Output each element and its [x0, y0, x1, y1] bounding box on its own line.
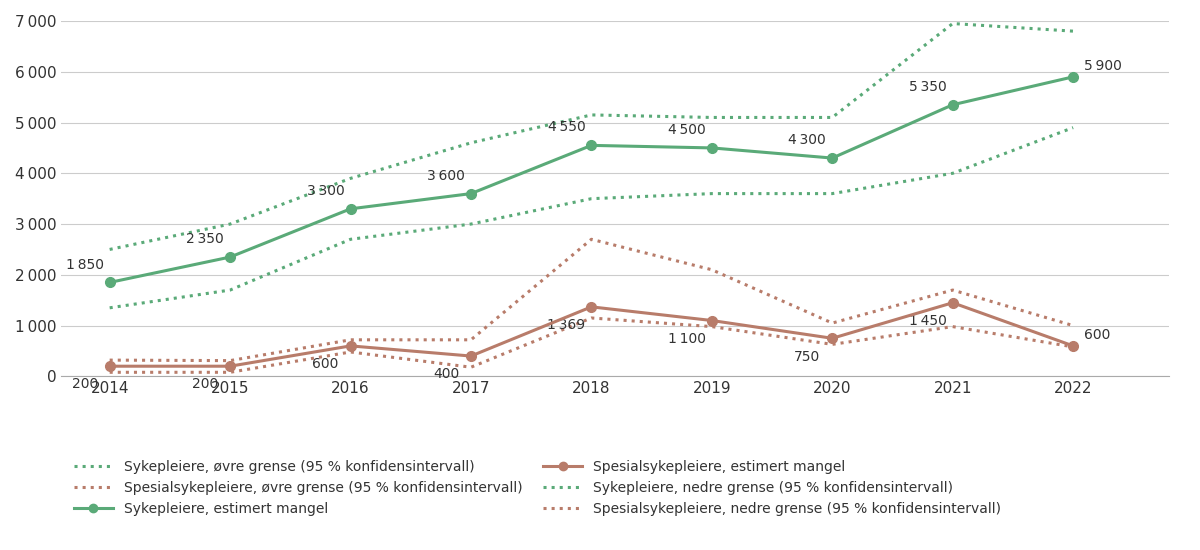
Text: 5 900: 5 900 — [1085, 59, 1122, 73]
Text: 3 300: 3 300 — [307, 184, 344, 198]
Text: 4 300: 4 300 — [788, 133, 826, 147]
Text: 1 100: 1 100 — [668, 332, 706, 346]
Text: 200: 200 — [192, 377, 218, 392]
Text: 1 450: 1 450 — [908, 314, 947, 328]
Text: 1 369: 1 369 — [547, 318, 586, 332]
Text: 600: 600 — [312, 357, 338, 371]
Text: 4 500: 4 500 — [668, 123, 706, 137]
Text: 1 850: 1 850 — [66, 257, 103, 272]
Text: 2 350: 2 350 — [186, 232, 224, 246]
Text: 750: 750 — [794, 349, 821, 364]
Text: 3 600: 3 600 — [427, 169, 464, 183]
Text: 5 350: 5 350 — [908, 80, 947, 94]
Text: 4 550: 4 550 — [547, 120, 586, 135]
Text: 400: 400 — [433, 367, 460, 381]
Legend: Sykepleiere, øvre grense (95 % konfidensintervall), Spesialsykepleiere, øvre gre: Sykepleiere, øvre grense (95 % konfidens… — [68, 454, 1007, 521]
Text: 600: 600 — [1085, 328, 1111, 342]
Text: 200: 200 — [72, 377, 97, 392]
